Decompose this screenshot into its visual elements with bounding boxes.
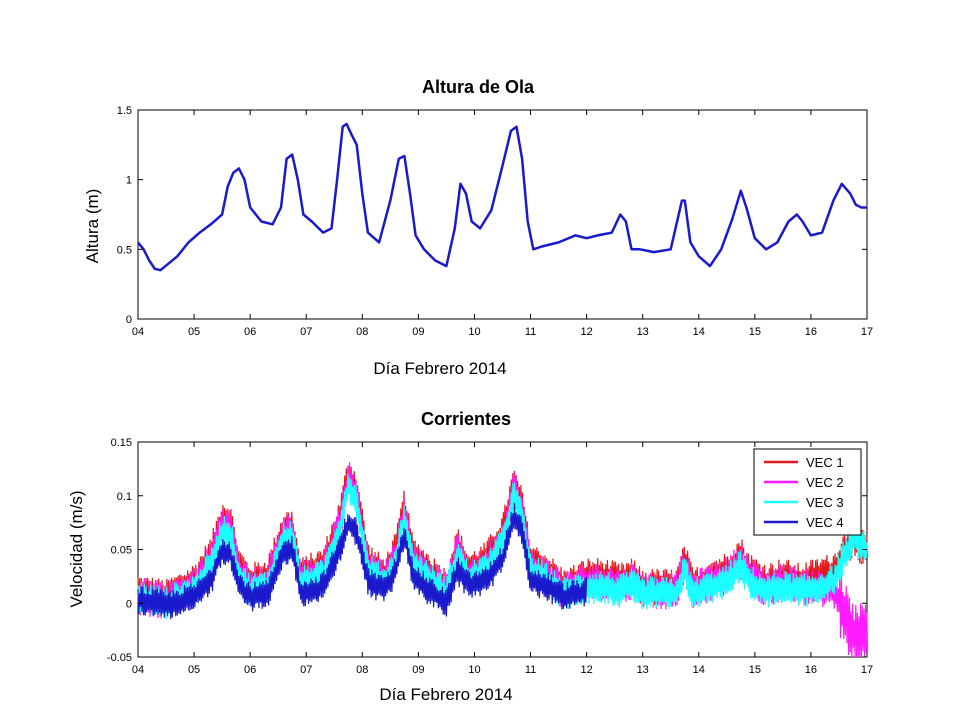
x-tick-label: 17: [861, 664, 873, 676]
x-ticks: 04 05 06 07 08 09 10 11 12 13 14 15 16 17: [132, 442, 873, 676]
x-tick-label: 08: [356, 326, 368, 338]
y-tick-label: -0.05: [107, 652, 132, 664]
x-tick-label: 05: [188, 664, 200, 676]
x-tick-label: 12: [580, 664, 592, 676]
x-tick-label: 14: [693, 326, 705, 338]
x-tick-label: 09: [412, 326, 424, 338]
x-tick-label: 16: [805, 664, 817, 676]
series-line: [137, 503, 588, 620]
x-tick-label: 11: [525, 664, 536, 676]
legend: VEC 1 VEC 2 VEC 3 VEC 4: [753, 448, 862, 536]
x-tick-label: 04: [132, 326, 144, 338]
x-tick-label: 11: [525, 326, 536, 338]
plot-layer: [137, 462, 868, 658]
x-tick-label: 06: [244, 326, 256, 338]
x-tick-label: 10: [468, 326, 480, 338]
y-ticks: -0.05 0 0.05 0.1 0.15: [107, 437, 867, 664]
legend-label: VEC 3: [806, 495, 844, 510]
currents-panel: Corrientes 04 05 06 07 08 09 10 11 12 13 14 15 16 17 …: [67, 409, 873, 704]
plot-area: [137, 109, 868, 320]
y-axis-label: Altura (m): [83, 189, 102, 264]
series-line: [137, 122, 867, 272]
x-ticks: 04 05 06 07 08 09 10 11 12 13 14 15 16 17: [132, 110, 873, 338]
x-tick-label: 17: [861, 326, 873, 338]
plot-layer: [137, 122, 867, 272]
x-tick-label: 15: [749, 326, 761, 338]
x-tick-label: 08: [356, 664, 368, 676]
y-tick-label: 0.1: [117, 491, 132, 503]
y-tick-label: 1.5: [117, 105, 132, 117]
y-tick-label: 1: [126, 175, 132, 187]
x-tick-label: 06: [244, 664, 256, 676]
x-tick-label: 13: [637, 326, 649, 338]
x-tick-label: 12: [580, 326, 592, 338]
y-axis-label: Velocidad (m/s): [67, 490, 86, 607]
chart-title: Altura de Ola: [422, 77, 535, 97]
legend-label: VEC 1: [806, 455, 844, 470]
x-tick-label: 07: [300, 664, 312, 676]
x-tick-label: 05: [188, 326, 200, 338]
y-tick-label: 0.15: [111, 437, 132, 449]
y-tick-label: 0.5: [117, 244, 132, 256]
legend-label: VEC 4: [806, 515, 844, 530]
y-ticks: 0 0.5 1 1.5: [117, 105, 867, 326]
x-tick-label: 16: [805, 326, 817, 338]
x-tick-label: 14: [693, 664, 705, 676]
y-tick-label: 0.05: [111, 545, 132, 557]
x-axis-label: Día Febrero 2014: [373, 359, 506, 378]
legend-label: VEC 2: [806, 475, 844, 490]
x-tick-label: 04: [132, 664, 144, 676]
y-tick-label: 0: [126, 598, 132, 610]
x-tick-label: 07: [300, 326, 312, 338]
legend-box: [753, 448, 862, 536]
y-tick-label: 0: [126, 314, 132, 326]
chart-title: Corrientes: [421, 409, 511, 429]
wave-height-panel: Altura de Ola 04 05 06 07 08 09 10 11 12 13 14 15 16…: [83, 77, 873, 378]
x-tick-label: 10: [468, 664, 480, 676]
x-tick-label: 13: [637, 664, 649, 676]
x-axis-label: Día Febrero 2014: [379, 685, 512, 704]
x-tick-label: 15: [749, 664, 761, 676]
x-tick-label: 09: [412, 664, 424, 676]
